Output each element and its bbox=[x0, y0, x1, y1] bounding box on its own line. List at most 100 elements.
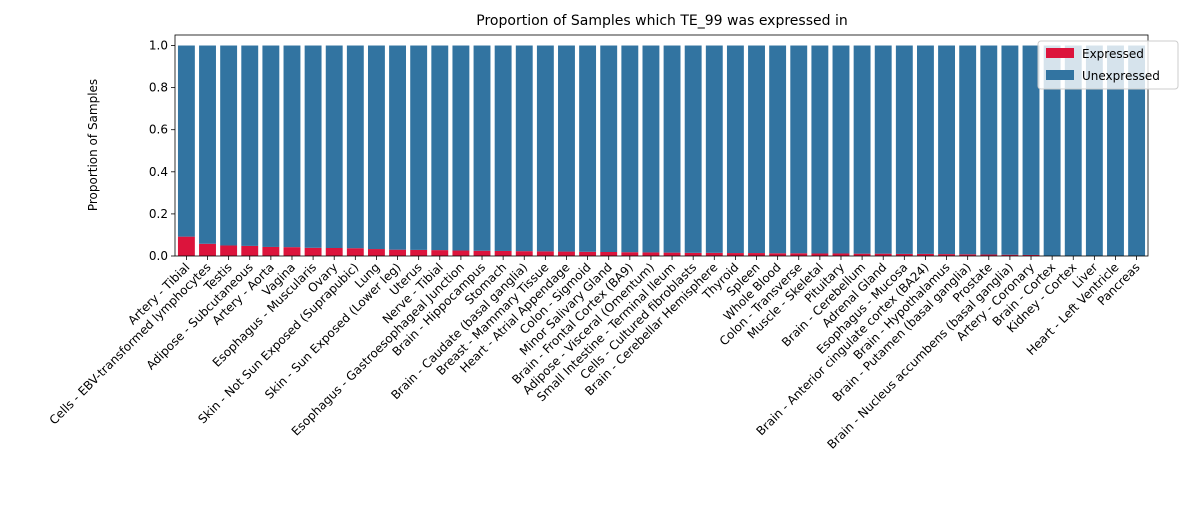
bar-unexpressed-brain-caudate-basal-ganglia bbox=[515, 45, 533, 252]
bar-expressed-brain-hypothalamus bbox=[938, 254, 956, 256]
bar-unexpressed-adipose-visceral-omentum bbox=[642, 45, 660, 253]
bar-unexpressed-vagina bbox=[283, 45, 301, 248]
bar-expressed-lung bbox=[367, 249, 385, 256]
bar-unexpressed-brain-putamen-basal-ganglia bbox=[959, 45, 977, 255]
bar-expressed-brain-nucleus-accumbens-basal-ganglia bbox=[1001, 254, 1019, 256]
bar-expressed-brain-putamen-basal-ganglia bbox=[959, 254, 977, 256]
bar-unexpressed-brain-hypothalamus bbox=[938, 45, 956, 255]
bar-expressed-ovary bbox=[325, 248, 343, 256]
y-tick-label: 0.8 bbox=[149, 81, 168, 95]
bar-unexpressed-stomach bbox=[494, 45, 512, 251]
y-tick-label: 0.6 bbox=[149, 123, 168, 137]
bar-expressed-brain-caudate-basal-ganglia bbox=[515, 251, 533, 256]
bar-expressed-thyroid bbox=[726, 253, 744, 256]
bar-expressed-breast-mammary-tissue bbox=[536, 251, 554, 256]
bar-expressed-skin-not-sun-exposed-suprapubic bbox=[346, 248, 364, 256]
bar-unexpressed-testis bbox=[220, 45, 238, 246]
legend-swatch-expressed bbox=[1046, 48, 1074, 58]
bar-unexpressed-colon-transverse bbox=[790, 45, 808, 254]
bar-unexpressed-muscle-skeletal bbox=[811, 45, 829, 254]
bar-unexpressed-whole-blood bbox=[769, 45, 787, 254]
bar-expressed-uterus bbox=[410, 249, 428, 256]
bar-expressed-esophagus-gastroesophageal-junction bbox=[452, 250, 470, 256]
bar-expressed-minor-salivary-gland bbox=[600, 252, 618, 256]
bar-unexpressed-lung bbox=[367, 45, 385, 250]
bar-unexpressed-artery-tibial bbox=[177, 45, 195, 237]
chart-title: Proportion of Samples which TE_99 was ex… bbox=[476, 13, 847, 29]
bar-unexpressed-uterus bbox=[410, 45, 428, 250]
bar-unexpressed-cells-cultured-fibroblasts bbox=[684, 45, 702, 253]
bar-expressed-colon-sigmoid bbox=[579, 251, 597, 256]
bar-expressed-skin-sun-exposed-lower-leg bbox=[389, 249, 407, 256]
bar-unexpressed-pituitary bbox=[832, 45, 850, 254]
bar-expressed-adipose-visceral-omentum bbox=[642, 252, 660, 256]
legend-label-expressed: Expressed bbox=[1082, 47, 1144, 61]
bar-unexpressed-heart-atrial-appendage bbox=[558, 45, 575, 252]
bar-expressed-artery-aorta bbox=[262, 246, 280, 256]
bar-unexpressed-heart-left-ventricle bbox=[1107, 45, 1124, 257]
bar-unexpressed-prostate bbox=[980, 45, 998, 255]
bar-unexpressed-nerve-tibial bbox=[431, 45, 449, 251]
bar-expressed-brain-frontal-cortex-ba9 bbox=[621, 252, 639, 256]
bar-expressed-artery-coronary bbox=[1022, 254, 1040, 256]
bar-unexpressed-spleen bbox=[748, 45, 765, 254]
bar-expressed-vagina bbox=[283, 247, 301, 256]
bar-unexpressed-thyroid bbox=[726, 45, 744, 254]
bar-unexpressed-brain-cerebellar-hemisphere bbox=[705, 45, 723, 253]
y-tick-label: 1.0 bbox=[149, 39, 168, 53]
bar-unexpressed-skin-sun-exposed-lower-leg bbox=[389, 45, 407, 250]
bar-expressed-small-intestine-terminal-ileum bbox=[663, 252, 681, 256]
bar-expressed-adrenal-gland bbox=[874, 253, 892, 256]
bar-unexpressed-adipose-subcutaneous bbox=[241, 45, 259, 246]
bar-unexpressed-artery-coronary bbox=[1022, 45, 1040, 255]
legend-swatch-unexpressed bbox=[1046, 70, 1074, 80]
y-axis-ticks: 0.0 0.2 0.4 0.6 0.8 1.0 bbox=[149, 39, 175, 263]
bar-unexpressed-brain-cerebellum bbox=[853, 45, 871, 254]
bar-expressed-brain-anterior-cingulate-cortex-ba24 bbox=[916, 253, 934, 256]
bar-unexpressed-brain-anterior-cingulate-cortex-ba24 bbox=[916, 45, 934, 254]
bar-expressed-esophagus-muscularis bbox=[304, 247, 322, 256]
bar-unexpressed-kidney-cortex bbox=[1064, 45, 1082, 257]
bar-unexpressed-brain-cortex bbox=[1043, 45, 1061, 257]
bar-expressed-pituitary bbox=[832, 253, 850, 256]
bar-unexpressed-brain-frontal-cortex-ba9 bbox=[621, 45, 639, 253]
bar-unexpressed-small-intestine-terminal-ileum bbox=[663, 45, 681, 253]
legend: Expressed Unexpressed bbox=[1037, 40, 1179, 90]
y-tick-label: 0.2 bbox=[149, 207, 168, 221]
bar-expressed-spleen bbox=[748, 253, 765, 256]
y-axis-label: Proportion of Samples bbox=[86, 79, 100, 211]
bar-expressed-heart-atrial-appendage bbox=[558, 251, 575, 256]
bar-expressed-prostate bbox=[980, 254, 998, 256]
bar-expressed-whole-blood bbox=[769, 253, 787, 256]
bar-expressed-colon-transverse bbox=[790, 253, 808, 256]
bar-expressed-brain-hippocampus bbox=[473, 250, 491, 256]
bar-unexpressed-pancreas bbox=[1128, 45, 1146, 257]
bar-unexpressed-breast-mammary-tissue bbox=[536, 45, 554, 252]
bars-group bbox=[177, 45, 1146, 257]
bar-unexpressed-esophagus-mucosa bbox=[895, 45, 913, 254]
bar-unexpressed-skin-not-sun-exposed-suprapubic bbox=[346, 45, 364, 249]
bar-unexpressed-colon-sigmoid bbox=[579, 45, 597, 252]
bar-unexpressed-artery-aorta bbox=[262, 45, 280, 247]
bar-expressed-esophagus-mucosa bbox=[895, 253, 913, 256]
bar-expressed-brain-cerebellum bbox=[853, 253, 871, 256]
bar-unexpressed-brain-hippocampus bbox=[473, 45, 491, 251]
bar-unexpressed-brain-nucleus-accumbens-basal-ganglia bbox=[1001, 45, 1019, 255]
y-tick-label: 0.4 bbox=[149, 165, 168, 179]
bar-expressed-muscle-skeletal bbox=[811, 253, 829, 256]
bar-unexpressed-cells-ebv-transformed-lymphocytes bbox=[199, 45, 216, 244]
bar-expressed-adipose-subcutaneous bbox=[241, 245, 259, 256]
bar-unexpressed-esophagus-gastroesophageal-junction bbox=[452, 45, 470, 251]
bar-unexpressed-liver bbox=[1085, 45, 1103, 257]
bar-expressed-cells-cultured-fibroblasts bbox=[684, 252, 702, 256]
bar-expressed-testis bbox=[220, 245, 238, 256]
bar-unexpressed-ovary bbox=[325, 45, 343, 249]
bar-expressed-stomach bbox=[494, 250, 512, 256]
y-tick-label: 0.0 bbox=[149, 249, 168, 263]
legend-label-unexpressed: Unexpressed bbox=[1082, 69, 1160, 83]
bar-expressed-nerve-tibial bbox=[431, 250, 449, 256]
bar-unexpressed-adrenal-gland bbox=[874, 45, 892, 254]
bar-expressed-cells-ebv-transformed-lymphocytes bbox=[199, 243, 216, 256]
plot-frame bbox=[174, 34, 1149, 257]
